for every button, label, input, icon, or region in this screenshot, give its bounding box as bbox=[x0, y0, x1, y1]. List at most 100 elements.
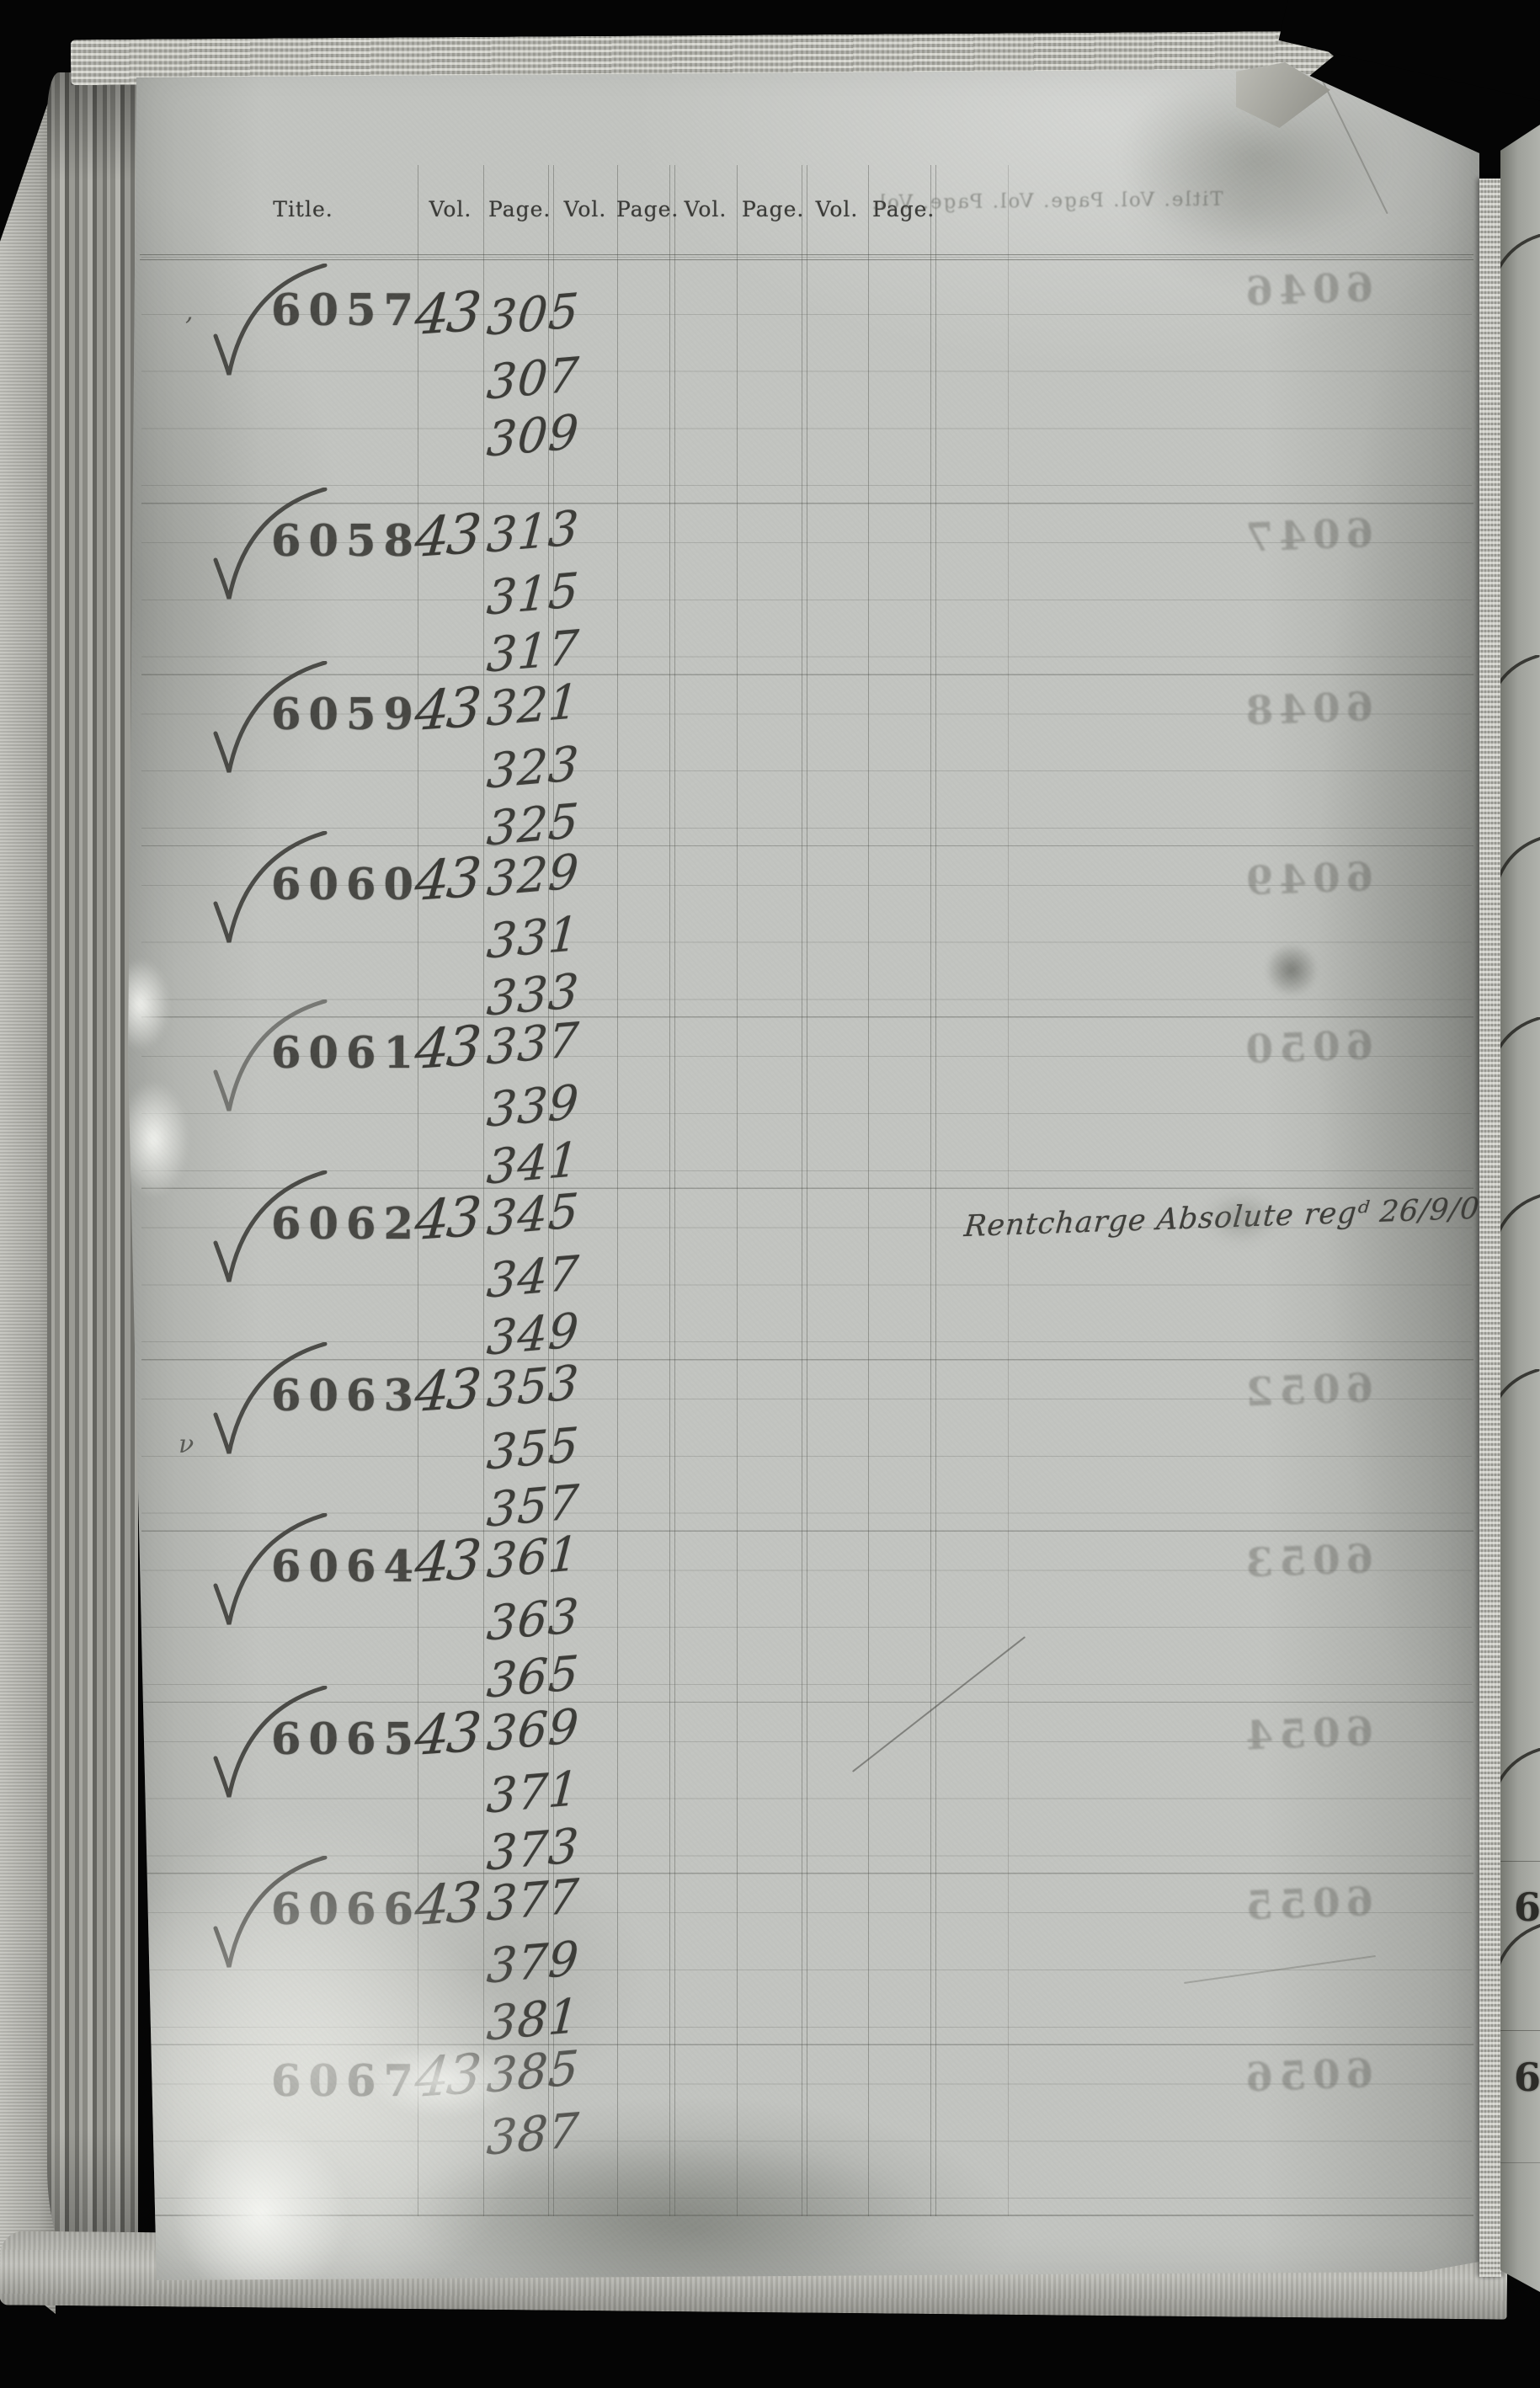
checkmark-icon bbox=[213, 661, 328, 773]
checkmark-icon bbox=[213, 264, 328, 376]
checkmark-icon bbox=[213, 488, 328, 600]
page-value: 329 bbox=[485, 844, 582, 908]
ledger-entry: 6061 43 337 339 341 6050 bbox=[128, 999, 1479, 1196]
checkmark-icon bbox=[1500, 1017, 1540, 1077]
title-number: 6059 bbox=[271, 690, 421, 740]
ghost-offset-number: 6054 bbox=[1239, 1708, 1375, 1760]
checkmark-icon bbox=[213, 1342, 328, 1454]
ghost-offset-number: 6055 bbox=[1239, 1879, 1375, 1930]
column-rule bbox=[669, 165, 670, 2216]
ledger-page: Title. Vol. Page. Vol. Page. Vol. Page. … bbox=[128, 69, 1501, 2280]
page-value: 347 bbox=[485, 1245, 582, 1309]
column-header-vol: Vol. bbox=[815, 197, 859, 221]
page-value: 313 bbox=[485, 500, 582, 564]
title-number: 6061 bbox=[271, 1028, 421, 1079]
page-value: 363 bbox=[485, 1588, 582, 1652]
title-number: 6064 bbox=[271, 1542, 421, 1592]
page-value: 331 bbox=[485, 906, 582, 970]
page-value: 323 bbox=[485, 736, 582, 800]
page-value: 307 bbox=[485, 347, 582, 411]
page-value: 371 bbox=[485, 1761, 582, 1825]
title-number: 6060 bbox=[271, 860, 421, 910]
header-rule bbox=[140, 254, 1473, 255]
checkmark-icon bbox=[1500, 1369, 1540, 1429]
facing-page-rule bbox=[1500, 2030, 1540, 2031]
checkmark-icon bbox=[213, 999, 328, 1111]
title-number: 6058 bbox=[271, 516, 421, 567]
column-header-vol: Vol. bbox=[563, 197, 607, 221]
column-rule bbox=[483, 165, 484, 2216]
ledger-entry: 6059 43 321 323 325 6048 bbox=[128, 661, 1479, 857]
page-value: 379 bbox=[485, 1931, 582, 1995]
checkmark-icon bbox=[1500, 655, 1540, 715]
column-rule bbox=[737, 165, 738, 2216]
title-number: 6065 bbox=[271, 1714, 421, 1765]
page-value: 309 bbox=[485, 404, 582, 468]
ghost-offset-number: 6048 bbox=[1239, 684, 1375, 735]
page-value: 355 bbox=[485, 1417, 582, 1481]
column-header-page: Page. bbox=[742, 197, 805, 221]
ledger-entry: 6066 43 377 379 381 6055 bbox=[128, 1856, 1479, 2052]
ghost-offset-header: Title. Vol. Page. Vol. Page. Vol. bbox=[870, 188, 1223, 215]
ghost-offset-number: 6047 bbox=[1239, 510, 1375, 562]
ledger-entry: 6065 43 369 371 373 6054 bbox=[128, 1686, 1479, 1882]
ledger-entry: ν 6063 43 353 355 357 6052 bbox=[128, 1342, 1479, 1538]
ledger-entry: 6058 43 313 315 317 6047 bbox=[128, 488, 1479, 684]
binding-tape-right bbox=[1479, 179, 1501, 2277]
column-rule bbox=[868, 165, 869, 2216]
checkmark-icon bbox=[1500, 836, 1540, 896]
pencil-mark: , bbox=[185, 297, 194, 327]
header-rule bbox=[140, 259, 1473, 260]
checkmark-icon bbox=[1500, 1748, 1540, 1808]
ghost-offset-number: 6049 bbox=[1239, 854, 1375, 905]
ghost-offset-number: 6056 bbox=[1239, 2050, 1375, 2102]
ledger-entry: 6064 43 361 363 365 6053 bbox=[128, 1513, 1479, 1709]
page-value: 321 bbox=[485, 674, 582, 738]
facing-page-rule bbox=[1500, 1861, 1540, 1862]
facing-page-edge: 6 6 bbox=[1500, 125, 1540, 2292]
book-cover-left-edge bbox=[0, 81, 56, 2314]
ghost-offset-number: 6053 bbox=[1239, 1536, 1375, 1587]
column-rule bbox=[1008, 165, 1009, 2216]
ledger-entry: 6067 43 385 387 6056 bbox=[128, 2041, 1479, 2214]
title-number: 6057 bbox=[271, 285, 421, 336]
page-value: 377 bbox=[485, 1868, 582, 1932]
column-rule bbox=[930, 165, 931, 2216]
ledger-entry: 6060 43 329 331 333 6049 bbox=[128, 831, 1479, 1027]
column-header-page: Page. bbox=[616, 197, 679, 221]
column-rule bbox=[617, 165, 618, 2216]
pencil-mark: ν bbox=[179, 1430, 194, 1459]
page-value: 305 bbox=[485, 283, 582, 347]
column-header-vol: Vol. bbox=[684, 197, 727, 221]
facing-page-partial-number: 6 bbox=[1514, 2055, 1540, 2100]
column-header-title: Title. bbox=[273, 197, 333, 221]
page-value: 345 bbox=[485, 1183, 582, 1247]
checkmark-icon bbox=[1500, 234, 1540, 294]
page-value: 387 bbox=[485, 2103, 582, 2167]
title-number: 6063 bbox=[271, 1371, 421, 1421]
column-header-page: Page. bbox=[872, 197, 935, 221]
column-rule bbox=[553, 165, 554, 2216]
ledger-entry: 6062 43 345 347 349 Rentcharge Absolute … bbox=[128, 1170, 1501, 1367]
title-number: 6062 bbox=[271, 1199, 421, 1250]
column-header-vol: Vol. bbox=[429, 197, 472, 221]
checkmark-icon bbox=[213, 1170, 328, 1282]
checkmark-icon bbox=[213, 831, 328, 943]
page-edges-stack bbox=[47, 72, 138, 2260]
page-value: 337 bbox=[485, 1012, 582, 1076]
page-value: 385 bbox=[485, 2040, 582, 2104]
checkmark-icon bbox=[1500, 1923, 1540, 1983]
checkmark-icon bbox=[1500, 1194, 1540, 1254]
page-value: 315 bbox=[485, 562, 582, 626]
column-rule bbox=[548, 165, 549, 2216]
page-value: 353 bbox=[485, 1355, 582, 1419]
page-value: 369 bbox=[485, 1698, 582, 1762]
rentcharge-annotation: Rentcharge Absolute regᵈ 26/9/01 bbox=[962, 1191, 1501, 1245]
ledger-entry: , 6057 43 305 307 309 6046 bbox=[128, 257, 1479, 503]
page-value: 339 bbox=[485, 1074, 582, 1138]
facing-page-rule bbox=[1500, 2162, 1540, 2163]
page-value: 361 bbox=[485, 1526, 582, 1590]
column-header-page: Page. bbox=[488, 197, 552, 221]
ghost-offset-number: 6052 bbox=[1239, 1365, 1375, 1416]
